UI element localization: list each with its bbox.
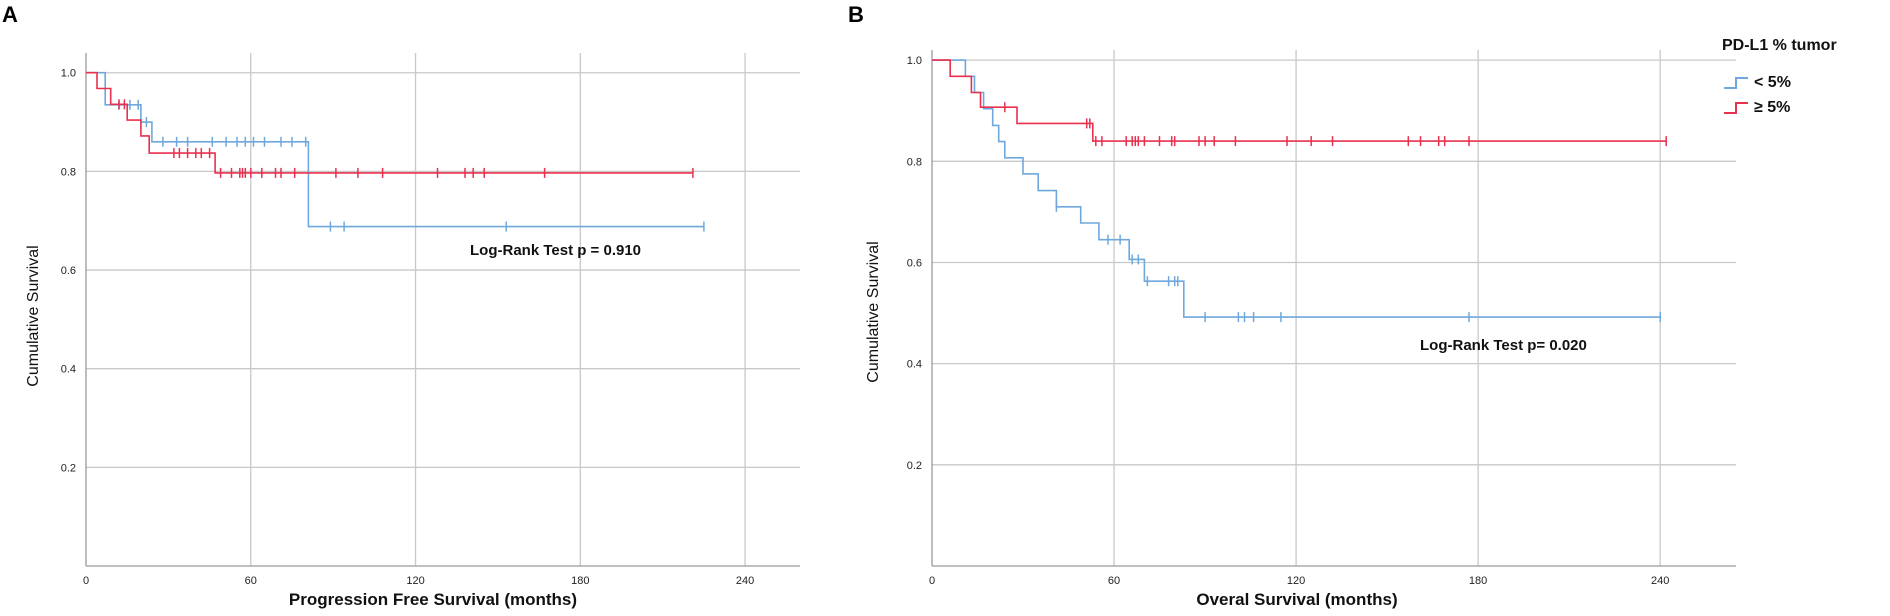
survival-curve-high	[86, 71, 693, 174]
panel-a-series	[86, 71, 705, 232]
legend-swatch-low	[1724, 77, 1748, 89]
x-tick-label: 240	[736, 575, 754, 587]
panel-a: A 0.2 0.4 0.6 0.8 1.0 0 60 120 180 240 Log-Rank T…	[2, 2, 800, 609]
x-tick-label: 180	[1469, 575, 1487, 587]
panel-b: B 0.2 0.4 0.6 0.8 1.0 0 60 120 180 240 Log-Rank T…	[848, 2, 1736, 609]
legend-label-high: ≥ 5%	[1754, 99, 1790, 116]
y-tick-label: 0.8	[907, 156, 922, 168]
x-tick-label: 180	[571, 575, 589, 587]
panel-a-ticks: 0.2 0.4 0.6 0.8 1.0 0 60 120 180 240	[61, 68, 755, 587]
y-tick-label: 1.0	[907, 55, 922, 67]
panel-a-grid	[85, 53, 800, 567]
panel-a-label: A	[2, 2, 18, 27]
y-tick-label: 0.8	[61, 166, 76, 178]
panel-a-x-axis-title: Progression Free Survival (months)	[289, 590, 577, 609]
panel-b-label: B	[848, 2, 864, 27]
y-tick-label: 0.4	[907, 359, 922, 371]
y-tick-label: 1.0	[61, 68, 76, 80]
panel-b-series	[932, 59, 1667, 323]
panel-b-logrank-annotation: Log-Rank Test p= 0.020	[1420, 337, 1587, 354]
y-tick-label: 0.6	[907, 257, 922, 269]
x-tick-label: 0	[929, 575, 935, 587]
x-tick-label: 60	[245, 575, 257, 587]
legend-label-low: < 5%	[1754, 74, 1791, 91]
panel-b-y-axis-title: Cumulative Survival	[865, 241, 882, 382]
panel-b-ticks: 0.2 0.4 0.6 0.8 1.0 0 60 120 180 240	[907, 55, 1670, 587]
legend: PD-L1 % tumor < 5% ≥ 5%	[1722, 37, 1837, 116]
x-tick-label: 0	[83, 575, 89, 587]
survival-curve-high	[932, 59, 1667, 142]
x-tick-label: 60	[1108, 575, 1120, 587]
x-tick-label: 120	[1287, 575, 1305, 587]
legend-title: PD-L1 % tumor	[1722, 37, 1837, 54]
panel-a-logrank-annotation: Log-Rank Test p = 0.910	[470, 242, 641, 259]
y-tick-label: 0.2	[61, 462, 76, 474]
x-tick-label: 240	[1651, 575, 1669, 587]
panel-b-grid	[931, 50, 1736, 567]
panel-b-x-axis-title: Overal Survival (months)	[1196, 590, 1397, 609]
panel-a-y-axis-title: Cumulative Survival	[25, 245, 42, 386]
legend-swatch-high	[1724, 102, 1748, 114]
x-tick-label: 120	[406, 575, 424, 587]
y-tick-label: 0.2	[907, 460, 922, 472]
y-tick-label: 0.4	[61, 364, 76, 376]
y-tick-label: 0.6	[61, 265, 76, 277]
